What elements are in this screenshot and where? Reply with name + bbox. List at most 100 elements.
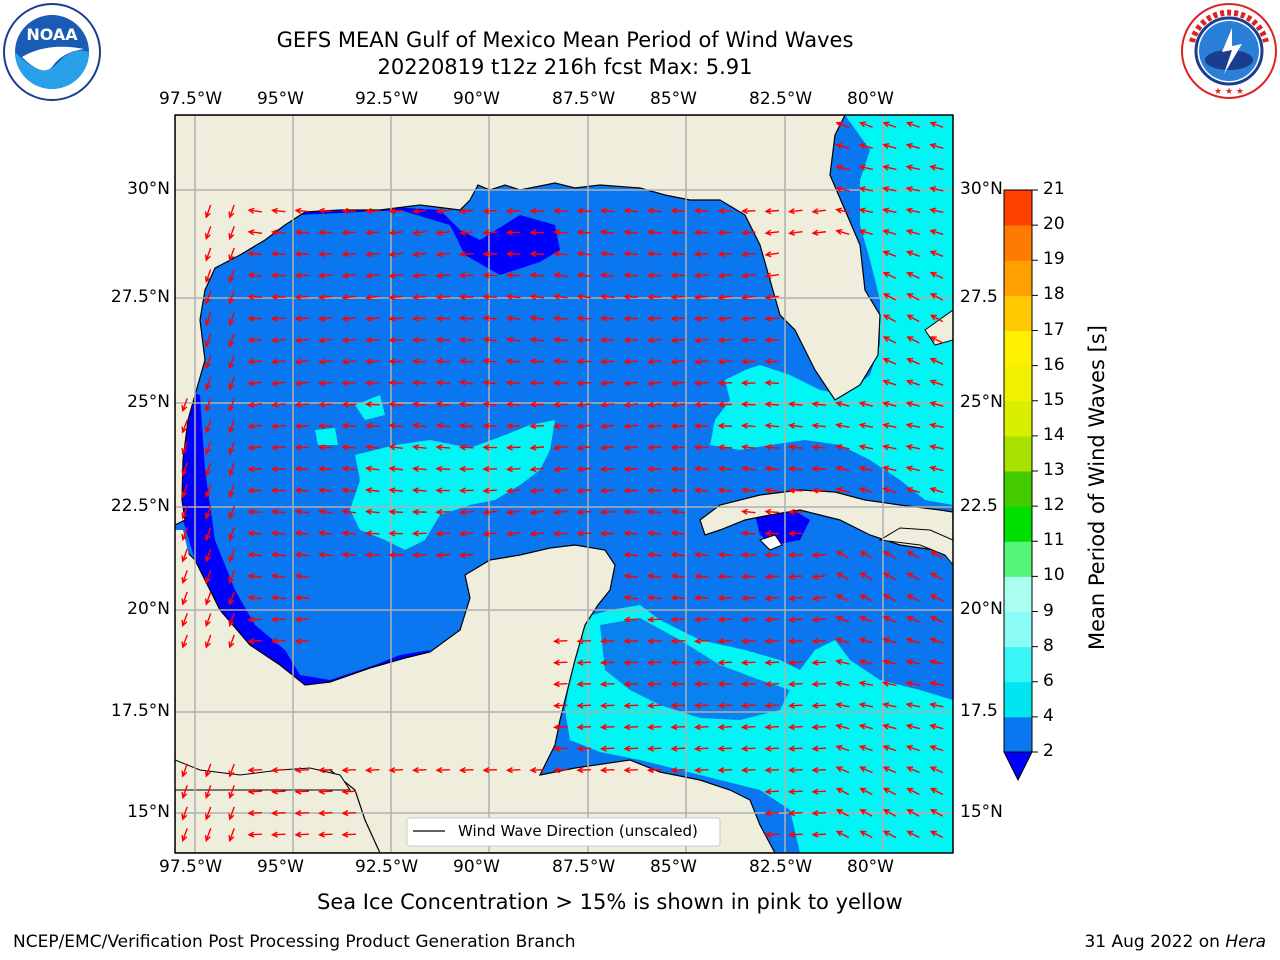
wave-direction-arrow	[552, 745, 568, 752]
wave-direction-arrow	[835, 422, 850, 429]
wave-direction-arrow	[905, 702, 921, 709]
wave-direction-arrow	[764, 788, 780, 795]
wave-direction-arrow	[646, 594, 662, 601]
wave-direction-arrow	[717, 294, 733, 301]
wave-direction-arrow	[204, 591, 212, 606]
wave-direction-arrow	[270, 337, 286, 344]
wave-direction-arrow	[294, 444, 310, 451]
wave-direction-arrow	[858, 659, 873, 666]
wave-direction-arrow	[599, 315, 615, 322]
wave-direction-arrow	[341, 530, 357, 537]
wave-direction-arrow	[458, 509, 474, 516]
wave-direction-arrow	[740, 358, 756, 365]
wave-direction-arrow	[341, 272, 357, 279]
wave-direction-arrow	[576, 487, 592, 494]
wave-direction-arrow	[764, 680, 780, 688]
wave-direction-arrow	[341, 229, 357, 236]
wave-direction-arrow	[764, 637, 780, 645]
wave-direction-arrow	[835, 164, 850, 171]
wave-direction-arrow	[717, 251, 733, 258]
wave-direction-arrow	[270, 401, 286, 408]
wave-direction-arrow	[811, 487, 827, 494]
wave-direction-arrow	[341, 766, 357, 774]
wave-direction-arrow	[811, 745, 827, 752]
wave-direction-arrow	[482, 379, 498, 386]
wave-direction-arrow	[364, 207, 380, 215]
ocean-lowperiod-west	[180, 390, 430, 690]
wave-direction-arrow	[317, 229, 333, 236]
wave-direction-arrow	[906, 809, 920, 817]
wave-direction-arrow	[858, 723, 873, 730]
wave-direction-arrow	[204, 785, 212, 800]
wave-direction-arrow	[270, 229, 286, 236]
wave-direction-arrow	[317, 831, 333, 838]
wave-direction-arrow	[740, 465, 756, 472]
wave-direction-arrow	[317, 551, 333, 558]
wave-direction-arrow	[693, 702, 709, 709]
wave-direction-arrow	[623, 229, 639, 236]
wave-direction-arrow	[740, 294, 756, 301]
arrow-legend	[406, 817, 721, 847]
wave-direction-arrow	[764, 272, 780, 279]
wave-direction-arrow	[411, 272, 427, 279]
wave-direction-arrow	[906, 336, 920, 344]
colorbar-tick-label: 6	[1043, 670, 1054, 691]
ocean-midperiod-east	[710, 115, 953, 505]
wave-direction-arrow	[341, 551, 357, 558]
wave-direction-arrow	[228, 548, 235, 563]
wave-direction-arrow	[905, 207, 920, 214]
wave-direction-arrow	[764, 358, 780, 365]
wave-direction-arrow	[882, 787, 897, 796]
wave-direction-arrow	[905, 422, 921, 429]
wave-direction-arrow	[204, 398, 212, 413]
wave-direction-arrow	[270, 380, 286, 387]
wave-direction-arrow	[247, 229, 263, 236]
wave-direction-arrow	[740, 272, 756, 279]
wave-direction-arrow	[740, 315, 756, 322]
wave-direction-arrow	[811, 573, 827, 580]
wave-direction-arrow	[717, 315, 733, 322]
wave-direction-arrow	[341, 809, 357, 817]
noaa-logo: NOAA	[3, 3, 101, 101]
wave-direction-arrow	[882, 357, 897, 365]
wave-direction-arrow	[646, 680, 662, 688]
colorbar-tick-label: 17	[1043, 319, 1065, 340]
colorbar-tick-label: 10	[1043, 565, 1065, 586]
wave-direction-arrow	[270, 616, 286, 623]
wave-direction-arrow	[228, 634, 235, 649]
wave-direction-arrow	[670, 444, 686, 451]
wave-direction-arrow	[204, 419, 212, 434]
wave-direction-arrow	[599, 530, 615, 537]
wave-direction-arrow	[623, 616, 639, 623]
wave-direction-arrow	[599, 250, 615, 257]
wave-direction-arrow	[670, 465, 686, 473]
wave-direction-arrow	[670, 380, 686, 387]
wave-direction-arrow	[294, 315, 310, 322]
wave-direction-arrow	[623, 315, 639, 322]
wave-direction-arrow	[294, 293, 310, 301]
wave-direction-arrow	[623, 680, 639, 688]
wave-direction-arrow	[905, 444, 921, 451]
wave-direction-arrow	[787, 766, 803, 774]
wave-direction-arrow	[882, 444, 897, 451]
wave-direction-arrow	[294, 831, 310, 838]
wave-direction-arrow	[740, 616, 756, 623]
colorbar-tick-label: 2	[1043, 741, 1054, 761]
wave-direction-arrow	[929, 314, 944, 323]
wave-direction-arrow	[341, 465, 357, 472]
wave-direction-arrow	[859, 551, 873, 559]
legend-label: Wind Wave Direction (unscaled)	[458, 822, 698, 840]
wave-direction-arrow	[576, 401, 592, 408]
wave-direction-arrow	[623, 487, 639, 494]
wave-direction-arrow	[599, 702, 615, 709]
wave-direction-arrow	[411, 551, 427, 559]
wave-direction-arrow	[341, 251, 357, 258]
wave-direction-arrow	[764, 401, 780, 408]
wave-direction-arrow	[906, 766, 920, 774]
wave-direction-arrow	[458, 358, 474, 365]
wave-direction-arrow	[929, 164, 944, 171]
wave-direction-arrow	[670, 530, 686, 537]
wave-direction-arrow	[317, 508, 333, 515]
wave-direction-arrow	[787, 551, 803, 559]
map-gridlines	[175, 115, 953, 853]
